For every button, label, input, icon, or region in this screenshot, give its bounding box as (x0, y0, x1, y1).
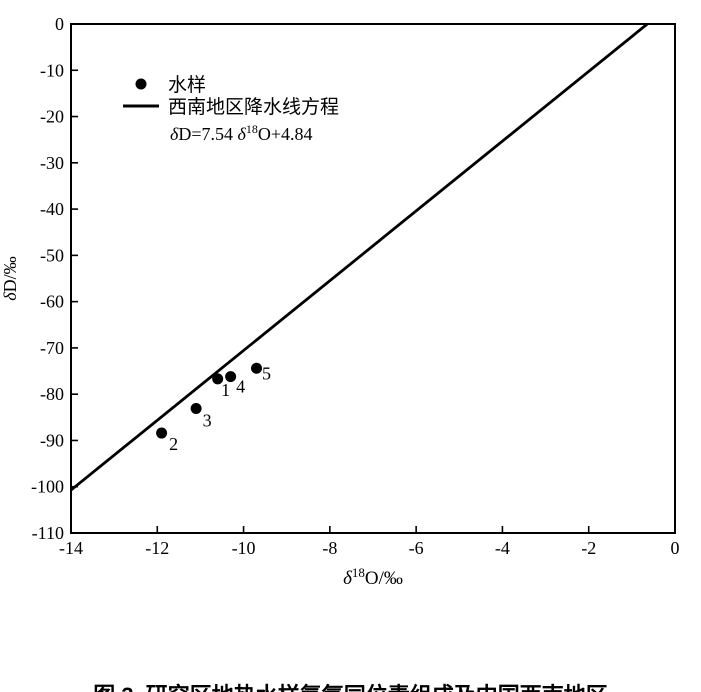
x-tick-label: 0 (671, 538, 680, 558)
x-tick-label: -14 (59, 538, 83, 558)
y-axis-label: δD/‰ (0, 256, 20, 300)
data-point (156, 427, 168, 439)
data-point (212, 373, 224, 385)
data-point-label: 4 (236, 377, 245, 397)
y-tick-label: -30 (40, 153, 64, 173)
y-tick-label: -20 (40, 107, 64, 127)
legend-label-line: 西南地区降水线方程 (168, 96, 339, 118)
y-tick-label: -80 (40, 384, 64, 404)
y-tick-label: -40 (40, 199, 64, 219)
precipitation-line (70, 22, 649, 492)
chart-svg: -14 -12 -10 -8 -6 -4 -2 00-10-20-30-40-50-60-70… (0, 14, 680, 589)
data-point-label: 5 (262, 363, 271, 383)
x-axis-label: δ18O/‰ (343, 565, 403, 589)
data-point-label: 1 (221, 380, 230, 400)
x-tick-label: -6 (409, 538, 424, 558)
y-tick-label: -90 (40, 430, 64, 450)
data-point (225, 371, 237, 383)
y-tick-label: -10 (40, 60, 64, 80)
figure-caption: 图 3 研究区地热水样氢氧同位素组成及中国西南地区 大气降水线方程 (0, 608, 701, 692)
legend-equation: δD=7.54 δ18O+4.84 (170, 122, 313, 144)
y-tick-label: -60 (40, 292, 64, 312)
x-tick-label: -10 (232, 538, 256, 558)
legend-sample-marker-icon (135, 78, 147, 90)
legend-label-sample: 水样 (168, 74, 206, 96)
data-point (251, 362, 263, 374)
x-tick-label: -2 (581, 538, 596, 558)
y-tick-label: -70 (40, 338, 64, 358)
y-tick-label: -50 (40, 245, 64, 265)
y-tick-label: 0 (55, 14, 64, 34)
chart: -14 -12 -10 -8 -6 -4 -2 0 0 -10 -20 -30 -40 -50 -60 -70… (0, 14, 680, 589)
x-tick-label: -4 (495, 538, 510, 558)
y-tick-label: -110 (32, 523, 64, 543)
data-point-label: 2 (169, 434, 178, 454)
y-tick-label: -100 (31, 477, 64, 497)
plot-border (70, 23, 676, 534)
data-point (190, 403, 202, 415)
x-tick-label: -12 (145, 538, 169, 558)
x-tick-label: -8 (322, 538, 337, 558)
caption-line1: 图 3 研究区地热水样氢氧同位素组成及中国西南地区 (0, 678, 701, 692)
data-point-label: 3 (203, 411, 212, 431)
